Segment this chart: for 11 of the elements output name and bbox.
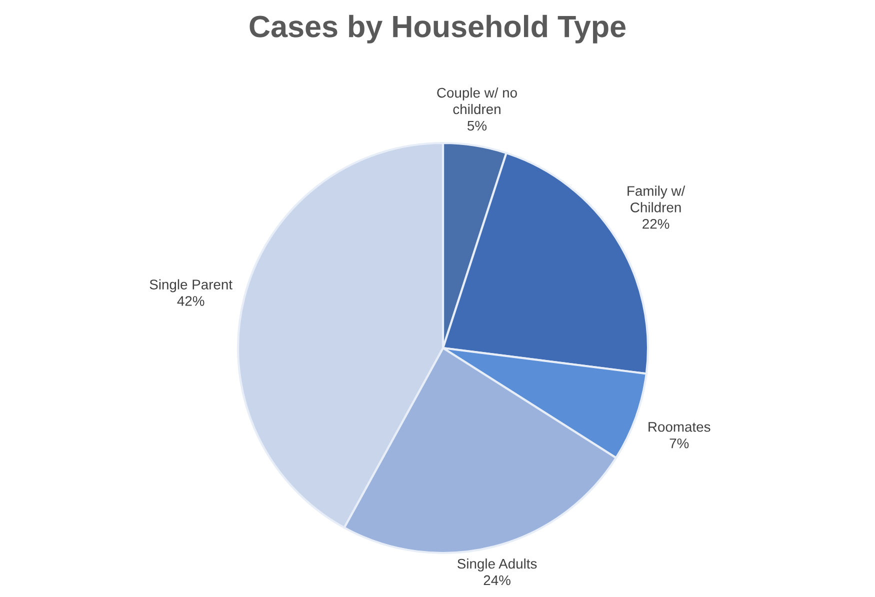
chart-title: Cases by Household Type bbox=[250, 14, 626, 44]
data-label: 24% bbox=[484, 575, 510, 586]
data-label: 22% bbox=[642, 218, 670, 229]
slice-label: Single Adults bbox=[458, 558, 537, 572]
slice-label: Family w/ Children bbox=[628, 186, 686, 212]
data-label: 42% bbox=[177, 296, 204, 306]
data-label: 5% bbox=[468, 120, 487, 131]
slice-label: Roomates bbox=[648, 422, 710, 432]
slice-label: Couple w/ no children bbox=[437, 87, 517, 114]
data-label: 7% bbox=[670, 438, 689, 448]
slice-label: Single Parent bbox=[150, 279, 232, 292]
